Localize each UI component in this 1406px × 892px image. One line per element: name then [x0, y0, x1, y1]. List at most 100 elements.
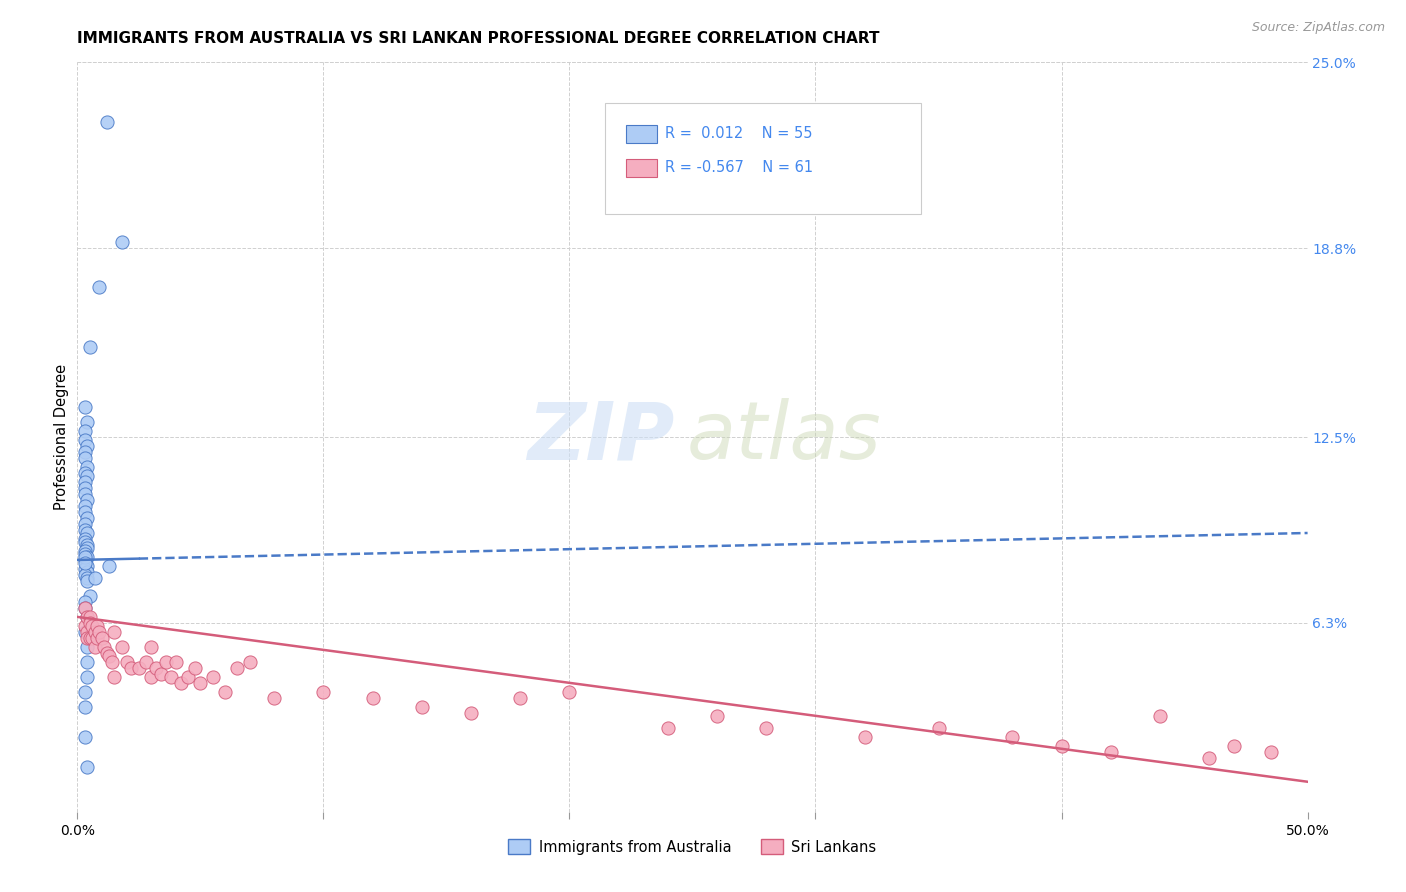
Point — [73, 424, 96, 438]
Point — [93, 640, 115, 654]
Point — [239, 655, 262, 669]
Point — [76, 624, 98, 639]
Point — [76, 439, 98, 453]
Text: ZIP: ZIP — [527, 398, 673, 476]
Point — [509, 690, 531, 705]
Point — [83, 624, 105, 639]
Point — [76, 640, 98, 654]
Point — [214, 685, 236, 699]
Point — [135, 655, 157, 669]
Point — [73, 523, 96, 537]
Point — [73, 624, 96, 639]
Point — [76, 526, 98, 541]
Point — [706, 708, 728, 723]
Point — [79, 615, 101, 630]
Point — [76, 571, 98, 585]
Point — [155, 655, 177, 669]
Point — [76, 670, 98, 684]
Point — [73, 445, 96, 459]
Point — [73, 568, 96, 582]
Point — [1099, 745, 1122, 759]
Point — [145, 661, 167, 675]
Point — [73, 499, 96, 513]
Point — [73, 553, 96, 567]
Point — [73, 433, 96, 447]
Point — [79, 610, 101, 624]
Point — [411, 699, 433, 714]
Point — [73, 451, 96, 466]
Point — [76, 541, 98, 555]
Point — [76, 574, 98, 588]
Point — [76, 610, 98, 624]
Point — [76, 610, 98, 624]
Point — [76, 511, 98, 525]
Text: R = -0.567    N = 61: R = -0.567 N = 61 — [665, 161, 813, 175]
Point — [121, 661, 143, 675]
Point — [188, 676, 212, 690]
Point — [460, 706, 482, 720]
Point — [73, 544, 96, 558]
Point — [76, 631, 98, 645]
Point — [89, 280, 111, 294]
Point — [76, 493, 98, 508]
Point — [128, 661, 150, 675]
Point — [103, 670, 125, 684]
Point — [79, 631, 101, 645]
Point — [98, 558, 121, 573]
Point — [755, 721, 778, 735]
Point — [928, 721, 950, 735]
Point — [90, 631, 114, 645]
Point — [141, 640, 163, 654]
Point — [73, 601, 96, 615]
Point — [73, 556, 96, 570]
Point — [73, 535, 96, 549]
Point — [86, 631, 108, 645]
Point — [73, 601, 96, 615]
Point — [141, 670, 163, 684]
Point — [73, 532, 96, 546]
Point — [82, 619, 104, 633]
Point — [73, 549, 96, 564]
Text: IMMIGRANTS FROM AUSTRALIA VS SRI LANKAN PROFESSIONAL DEGREE CORRELATION CHART: IMMIGRANTS FROM AUSTRALIA VS SRI LANKAN … — [77, 31, 880, 46]
Point — [73, 481, 96, 495]
Point — [657, 721, 679, 735]
Point — [111, 640, 132, 654]
Point — [312, 685, 335, 699]
Point — [73, 400, 96, 414]
Point — [76, 565, 98, 579]
Point — [73, 487, 96, 501]
Point — [86, 619, 108, 633]
Point — [96, 115, 118, 129]
Point — [1050, 739, 1073, 753]
Point — [76, 415, 98, 429]
Point — [73, 466, 96, 480]
Point — [73, 516, 96, 531]
Point — [103, 624, 125, 639]
Point — [1260, 745, 1282, 759]
Point — [150, 666, 173, 681]
Point — [73, 595, 96, 609]
Point — [361, 690, 384, 705]
Point — [73, 505, 96, 519]
Point — [263, 690, 285, 705]
Point — [1198, 751, 1220, 765]
Point — [170, 676, 193, 690]
Point — [83, 640, 105, 654]
Point — [1001, 730, 1024, 744]
Y-axis label: Professional Degree: Professional Degree — [53, 364, 69, 510]
Text: atlas: atlas — [686, 398, 882, 476]
Point — [1223, 739, 1246, 753]
Point — [98, 648, 121, 663]
Point — [83, 571, 105, 585]
Point — [160, 670, 183, 684]
Point — [79, 589, 101, 603]
Point — [184, 661, 207, 675]
Point — [177, 670, 200, 684]
Point — [82, 631, 104, 645]
Point — [73, 619, 96, 633]
Point — [76, 558, 98, 573]
Point — [201, 670, 224, 684]
Legend: Immigrants from Australia, Sri Lankans: Immigrants from Australia, Sri Lankans — [502, 833, 883, 861]
Point — [226, 661, 249, 675]
Text: R =  0.012    N = 55: R = 0.012 N = 55 — [665, 127, 813, 141]
